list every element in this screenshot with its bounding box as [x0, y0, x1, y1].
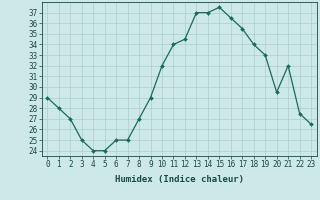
- X-axis label: Humidex (Indice chaleur): Humidex (Indice chaleur): [115, 175, 244, 184]
